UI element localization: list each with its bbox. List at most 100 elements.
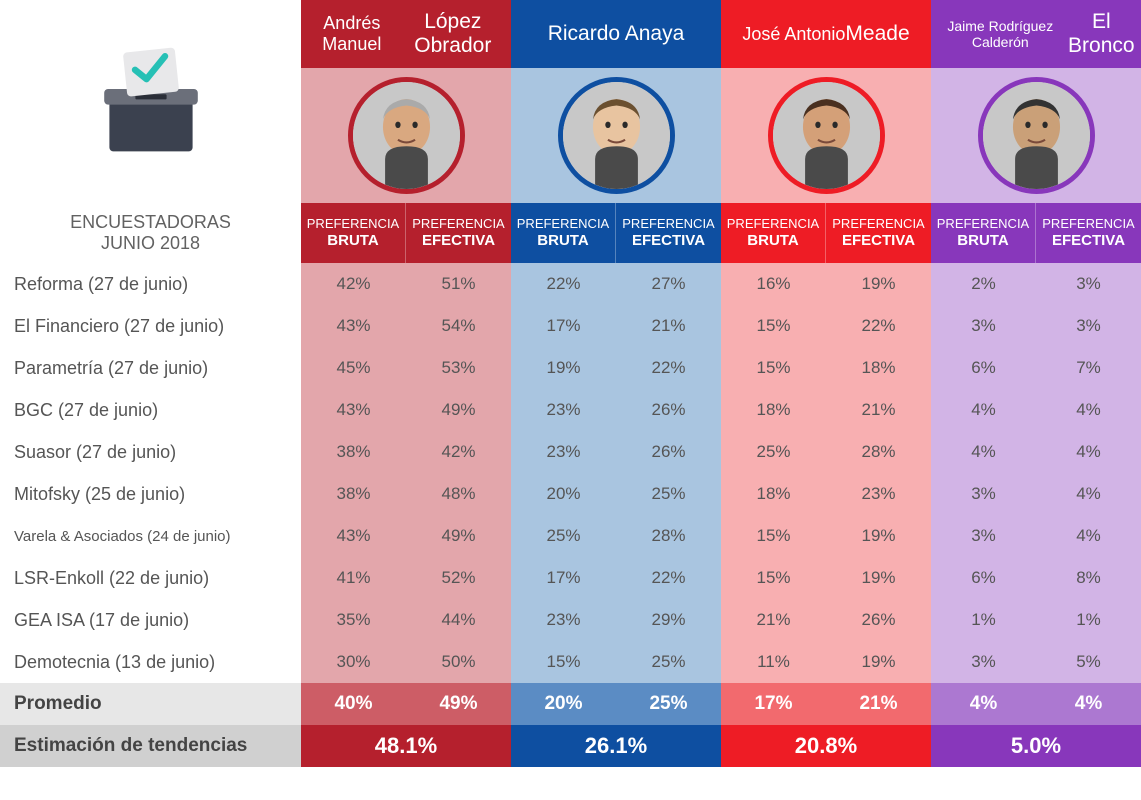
val-efectiva: 25% (616, 641, 721, 683)
tendencias-cell-meade: 20.8% (721, 725, 931, 767)
val-bruta: 23% (511, 599, 616, 641)
tendencias-cell-amlo: 48.1% (301, 725, 511, 767)
ballot-box-icon (0, 0, 301, 203)
val-efectiva: 23% (826, 473, 931, 515)
promedio-cell-bronco: 4%4% (931, 683, 1141, 725)
data-cell: 17%22% (511, 557, 721, 599)
val-efectiva: 7% (1036, 347, 1141, 389)
data-cell: 15%22% (721, 305, 931, 347)
val-efectiva: 19% (826, 263, 931, 305)
val-bruta: 6% (931, 347, 1036, 389)
val-bruta: 3% (931, 305, 1036, 347)
data-cell: 30%50% (301, 641, 511, 683)
data-cell: 3%4% (931, 515, 1141, 557)
val-efectiva: 19% (826, 641, 931, 683)
data-cell: 21%26% (721, 599, 931, 641)
val-bruta: 16% (721, 263, 826, 305)
data-cell: 16%19% (721, 263, 931, 305)
val-bruta: 38% (301, 473, 406, 515)
data-cell: 17%21% (511, 305, 721, 347)
val-efectiva: 3% (1036, 305, 1141, 347)
data-cell: 3%5% (931, 641, 1141, 683)
data-cell: 4%4% (931, 431, 1141, 473)
val-efectiva: 42% (406, 431, 511, 473)
val-efectiva: 18% (826, 347, 931, 389)
val-efectiva: 28% (616, 515, 721, 557)
val-bruta: 42% (301, 263, 406, 305)
pref-bruta-label: PREFERENCIABRUTA (301, 203, 406, 263)
data-cell: 6%7% (931, 347, 1141, 389)
data-cell: 15%18% (721, 347, 931, 389)
val-efectiva: 54% (406, 305, 511, 347)
val-bruta: 45% (301, 347, 406, 389)
val-efectiva: 22% (616, 347, 721, 389)
val-efectiva: 50% (406, 641, 511, 683)
val-efectiva: 22% (826, 305, 931, 347)
val-bruta: 3% (931, 473, 1036, 515)
val-bruta: 15% (721, 557, 826, 599)
pollster-label: GEA ISA (17 de junio) (0, 599, 301, 641)
val-efectiva: 8% (1036, 557, 1141, 599)
data-cell: 11%19% (721, 641, 931, 683)
val-bruta: 25% (511, 515, 616, 557)
candidate-photo-amlo (301, 68, 511, 203)
data-cell: 19%22% (511, 347, 721, 389)
val-efectiva: 4% (1036, 431, 1141, 473)
data-cell: 3%3% (931, 305, 1141, 347)
promedio-bruta: 20% (511, 683, 616, 725)
val-bruta: 20% (511, 473, 616, 515)
val-efectiva: 49% (406, 389, 511, 431)
data-cell: 43%49% (301, 515, 511, 557)
val-efectiva: 52% (406, 557, 511, 599)
data-cell: 25%28% (721, 431, 931, 473)
val-efectiva: 4% (1036, 515, 1141, 557)
val-efectiva: 5% (1036, 641, 1141, 683)
val-bruta: 19% (511, 347, 616, 389)
data-cell: 22%27% (511, 263, 721, 305)
data-cell: 3%4% (931, 473, 1141, 515)
pollster-label: LSR-Enkoll (22 de junio) (0, 557, 301, 599)
data-cell: 15%19% (721, 515, 931, 557)
candidate-photo-meade (721, 68, 931, 203)
data-cell: 25%28% (511, 515, 721, 557)
tendencias-cell-bronco: 5.0% (931, 725, 1141, 767)
data-cell: 18%21% (721, 389, 931, 431)
pollster-label: Demotecnia (13 de junio) (0, 641, 301, 683)
val-bruta: 17% (511, 557, 616, 599)
val-bruta: 22% (511, 263, 616, 305)
pollster-label: Varela & Asociados (24 de junio) (0, 515, 301, 557)
val-efectiva: 21% (616, 305, 721, 347)
promedio-cell-anaya: 20%25% (511, 683, 721, 725)
candidate-name-anaya: Ricardo Anaya (511, 0, 721, 68)
pref-header-anaya: PREFERENCIABRUTAPREFERENCIAEFECTIVA (511, 203, 721, 263)
pref-header-amlo: PREFERENCIABRUTAPREFERENCIAEFECTIVA (301, 203, 511, 263)
val-bruta: 4% (931, 389, 1036, 431)
data-cell: 42%51% (301, 263, 511, 305)
val-efectiva: 26% (826, 599, 931, 641)
pollster-label: Reforma (27 de junio) (0, 263, 301, 305)
val-efectiva: 49% (406, 515, 511, 557)
data-cell: 38%42% (301, 431, 511, 473)
val-efectiva: 51% (406, 263, 511, 305)
val-bruta: 43% (301, 515, 406, 557)
val-efectiva: 53% (406, 347, 511, 389)
val-bruta: 30% (301, 641, 406, 683)
data-cell: 18%23% (721, 473, 931, 515)
pref-header-meade: PREFERENCIABRUTAPREFERENCIAEFECTIVA (721, 203, 931, 263)
val-efectiva: 26% (616, 431, 721, 473)
val-bruta: 41% (301, 557, 406, 599)
val-bruta: 3% (931, 641, 1036, 683)
val-bruta: 43% (301, 305, 406, 347)
pref-efectiva-label: PREFERENCIAEFECTIVA (1036, 203, 1141, 263)
pref-efectiva-label: PREFERENCIAEFECTIVA (406, 203, 511, 263)
data-cell: 43%49% (301, 389, 511, 431)
val-bruta: 15% (721, 305, 826, 347)
promedio-efectiva: 49% (406, 683, 511, 725)
val-bruta: 11% (721, 641, 826, 683)
pref-header-bronco: PREFERENCIABRUTAPREFERENCIAEFECTIVA (931, 203, 1141, 263)
val-bruta: 2% (931, 263, 1036, 305)
promedio-cell-amlo: 40%49% (301, 683, 511, 725)
val-bruta: 23% (511, 389, 616, 431)
data-cell: 2%3% (931, 263, 1141, 305)
pref-bruta-label: PREFERENCIABRUTA (511, 203, 616, 263)
